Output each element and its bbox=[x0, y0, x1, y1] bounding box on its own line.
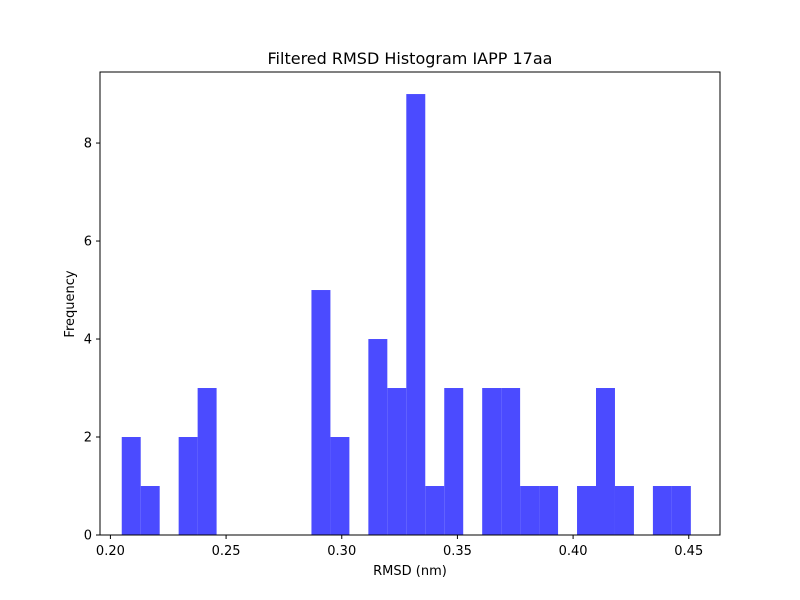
histogram-bar bbox=[311, 290, 331, 535]
y-axis-label: Frequency bbox=[63, 270, 78, 337]
y-tick-label: 6 bbox=[84, 235, 92, 250]
y-tick-label: 2 bbox=[84, 431, 92, 446]
bars-group bbox=[121, 94, 691, 536]
histogram-bar bbox=[368, 339, 388, 535]
histogram-bar bbox=[121, 437, 141, 535]
histogram-bar bbox=[539, 486, 559, 535]
x-axis-label: RMSD (nm) bbox=[373, 564, 447, 579]
y-axis: 0 2 4 6 8 bbox=[84, 137, 100, 544]
plot-frame bbox=[99, 71, 721, 536]
x-axis: 0.20 0.25 0.30 0.35 0.40 0.45 bbox=[96, 535, 703, 559]
histogram-bar bbox=[614, 486, 634, 535]
chart-title: Filtered RMSD Histogram IAPP 17aa bbox=[268, 49, 553, 68]
x-tick-label: 0.25 bbox=[212, 544, 241, 559]
y-tick-label: 8 bbox=[84, 137, 92, 152]
y-tick-label: 4 bbox=[84, 333, 92, 348]
histogram-bar bbox=[444, 388, 464, 535]
histogram-bar bbox=[387, 388, 407, 535]
x-tick-label: 0.30 bbox=[327, 544, 356, 559]
histogram-bar bbox=[178, 437, 198, 535]
x-tick-label: 0.40 bbox=[559, 544, 588, 559]
histogram-bar bbox=[482, 388, 502, 535]
histogram-bar bbox=[330, 437, 350, 535]
x-tick-label: 0.45 bbox=[674, 544, 703, 559]
histogram-bar bbox=[406, 94, 426, 536]
y-tick-label: 0 bbox=[84, 529, 92, 544]
histogram-bar bbox=[671, 486, 691, 535]
x-tick-label: 0.35 bbox=[443, 544, 472, 559]
histogram-bar bbox=[577, 486, 596, 535]
histogram-bar bbox=[140, 486, 160, 535]
histogram-bar bbox=[425, 486, 445, 535]
histogram-bar bbox=[652, 486, 672, 535]
x-tick-label: 0.20 bbox=[96, 544, 125, 559]
histogram-bar bbox=[520, 486, 540, 535]
histogram-bar bbox=[596, 388, 615, 535]
histogram-bar bbox=[197, 388, 217, 535]
histogram-bar bbox=[501, 388, 521, 535]
